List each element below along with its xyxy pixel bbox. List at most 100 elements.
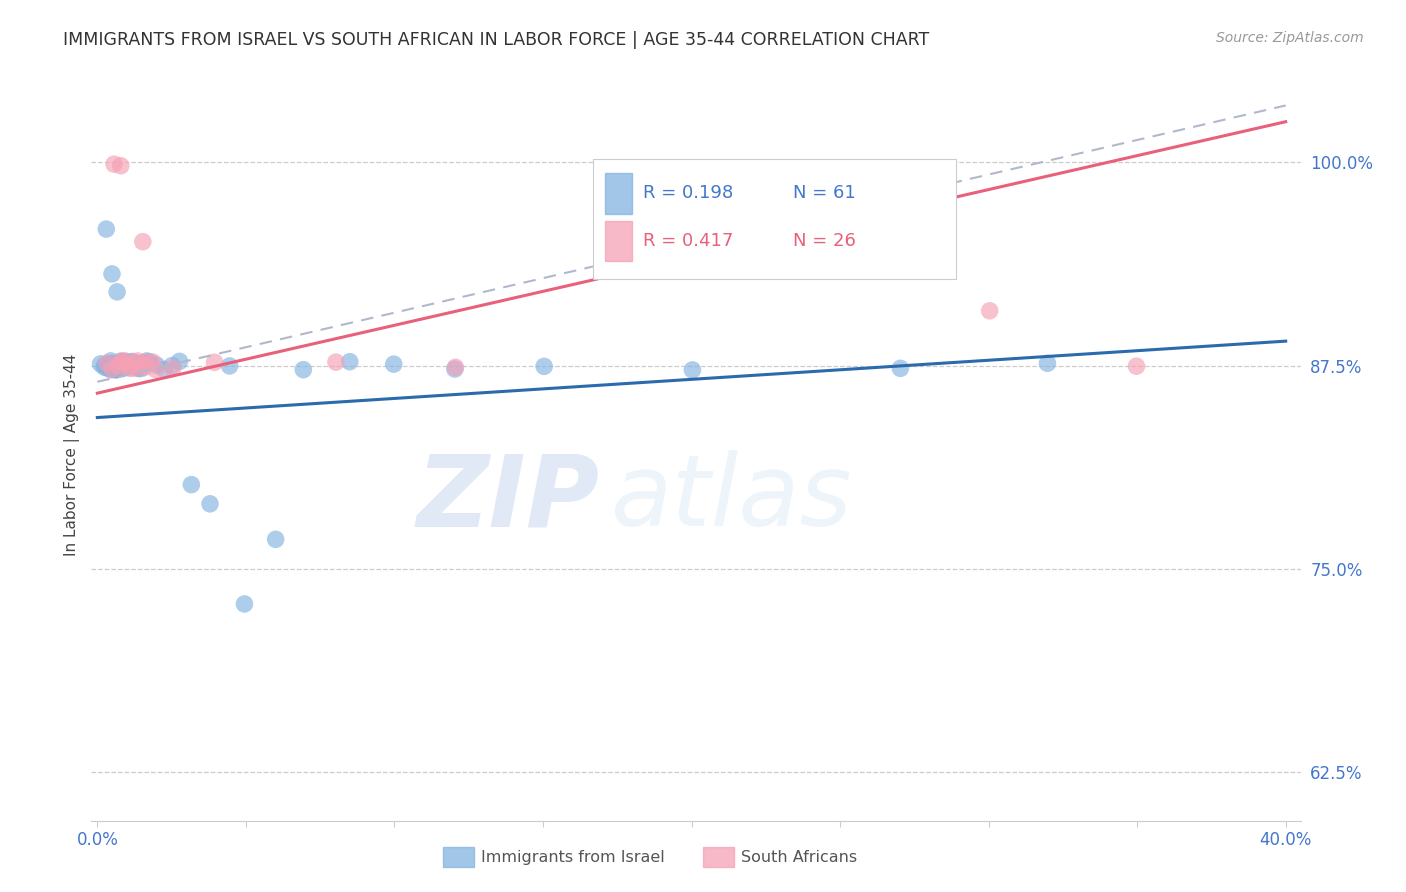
Point: [107, 362, 129, 376]
Point: [118, 359, 141, 373]
Point: [124, 361, 146, 376]
Text: N = 26: N = 26: [793, 232, 856, 250]
Point: [325, 355, 347, 369]
Point: [100, 363, 122, 377]
Point: [111, 356, 134, 370]
Point: [218, 359, 240, 373]
Text: ZIP: ZIP: [416, 450, 599, 548]
Point: [264, 533, 287, 547]
FancyBboxPatch shape: [593, 159, 956, 279]
Point: [1036, 356, 1059, 370]
Point: [127, 354, 149, 368]
Text: Immigrants from Israel: Immigrants from Israel: [481, 850, 665, 864]
Point: [134, 356, 156, 370]
Point: [111, 354, 134, 368]
Point: [180, 477, 202, 491]
Point: [93, 360, 115, 375]
Y-axis label: In Labor Force | Age 35-44: In Labor Force | Age 35-44: [65, 354, 80, 556]
Point: [105, 362, 128, 376]
Point: [125, 359, 148, 374]
Point: [105, 285, 128, 299]
Point: [101, 361, 124, 376]
Point: [105, 363, 128, 377]
Point: [120, 357, 142, 371]
Point: [101, 357, 124, 371]
Point: [118, 359, 141, 374]
Point: [110, 354, 132, 368]
Point: [204, 355, 226, 369]
Point: [124, 357, 146, 371]
Point: [110, 358, 132, 372]
Point: [129, 361, 152, 376]
Point: [111, 355, 134, 369]
Point: [131, 356, 153, 370]
Point: [135, 354, 157, 368]
Point: [120, 361, 142, 376]
Point: [160, 359, 183, 373]
Point: [112, 360, 135, 375]
Point: [94, 358, 117, 372]
Point: [132, 360, 155, 375]
Point: [127, 361, 149, 376]
Point: [979, 303, 1001, 318]
Point: [114, 354, 136, 368]
Point: [108, 357, 131, 371]
Point: [115, 355, 138, 369]
Point: [124, 355, 146, 369]
Text: South Africans: South Africans: [741, 850, 858, 864]
Point: [145, 362, 167, 376]
Point: [444, 360, 467, 375]
Point: [96, 222, 118, 236]
Point: [198, 497, 221, 511]
Bar: [605, 173, 631, 213]
Point: [98, 361, 121, 376]
Point: [103, 358, 125, 372]
Point: [118, 356, 141, 370]
Point: [90, 357, 112, 371]
Point: [98, 357, 121, 371]
Point: [1125, 359, 1147, 374]
Point: [162, 361, 184, 376]
Point: [132, 359, 155, 373]
Point: [100, 359, 122, 373]
Point: [103, 157, 125, 171]
Point: [533, 359, 555, 374]
Point: [101, 362, 124, 376]
Text: atlas: atlas: [612, 450, 853, 548]
Point: [96, 361, 118, 376]
Point: [233, 597, 256, 611]
Point: [121, 356, 143, 370]
Point: [114, 357, 136, 371]
Point: [443, 362, 465, 376]
Point: [104, 359, 127, 373]
Point: [125, 358, 148, 372]
Text: IMMIGRANTS FROM ISRAEL VS SOUTH AFRICAN IN LABOR FORCE | AGE 35-44 CORRELATION C: IMMIGRANTS FROM ISRAEL VS SOUTH AFRICAN …: [63, 31, 929, 49]
Point: [382, 357, 405, 371]
Point: [110, 355, 132, 369]
Point: [108, 359, 131, 374]
Point: [139, 355, 162, 369]
Point: [681, 363, 703, 377]
Point: [110, 159, 132, 173]
Point: [145, 358, 167, 372]
Point: [111, 361, 134, 376]
Text: R = 0.198: R = 0.198: [643, 184, 733, 202]
Point: [101, 267, 124, 281]
Point: [107, 362, 129, 376]
Point: [169, 354, 191, 368]
Text: Source: ZipAtlas.com: Source: ZipAtlas.com: [1216, 31, 1364, 45]
Point: [141, 355, 163, 369]
Point: [135, 355, 157, 369]
Point: [96, 356, 118, 370]
Point: [121, 354, 143, 368]
Text: R = 0.417: R = 0.417: [643, 232, 733, 250]
Point: [100, 354, 122, 368]
Point: [104, 362, 127, 376]
Bar: [605, 221, 631, 261]
Point: [292, 362, 315, 376]
Point: [132, 235, 155, 249]
Point: [153, 362, 176, 376]
Point: [339, 354, 361, 368]
Text: N = 61: N = 61: [793, 184, 855, 202]
Point: [889, 361, 911, 376]
